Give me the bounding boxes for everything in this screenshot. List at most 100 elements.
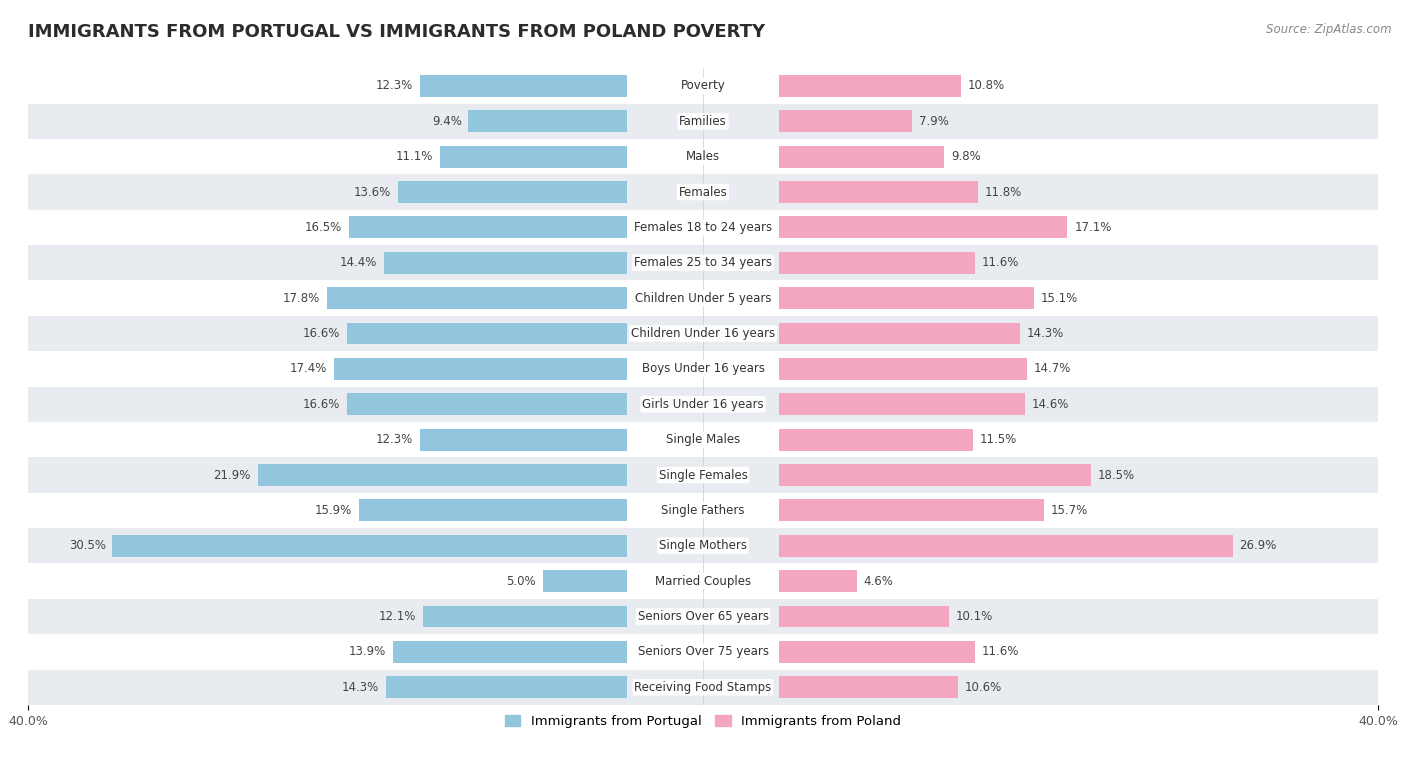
Bar: [28, 528, 1378, 563]
Bar: [28, 104, 1378, 139]
Bar: [419, 429, 627, 450]
Text: Married Couples: Married Couples: [655, 575, 751, 587]
Bar: [28, 68, 1378, 104]
Bar: [28, 634, 1378, 669]
Bar: [440, 146, 627, 168]
Bar: [779, 676, 957, 698]
Bar: [779, 570, 856, 592]
Text: 14.6%: 14.6%: [1032, 398, 1070, 411]
Bar: [468, 111, 627, 132]
Text: Single Fathers: Single Fathers: [661, 504, 745, 517]
Bar: [779, 464, 1091, 486]
Bar: [28, 351, 1378, 387]
Bar: [779, 393, 1025, 415]
Text: Females 18 to 24 years: Females 18 to 24 years: [634, 221, 772, 234]
Text: 11.1%: 11.1%: [395, 150, 433, 163]
Bar: [779, 252, 974, 274]
Text: Children Under 16 years: Children Under 16 years: [631, 327, 775, 340]
Text: Source: ZipAtlas.com: Source: ZipAtlas.com: [1267, 23, 1392, 36]
Text: 4.6%: 4.6%: [863, 575, 893, 587]
Text: Single Mothers: Single Mothers: [659, 539, 747, 553]
Text: Receiving Food Stamps: Receiving Food Stamps: [634, 681, 772, 694]
Text: 26.9%: 26.9%: [1240, 539, 1277, 553]
Bar: [28, 174, 1378, 210]
Bar: [779, 111, 912, 132]
Bar: [779, 641, 974, 662]
Text: Females 25 to 34 years: Females 25 to 34 years: [634, 256, 772, 269]
Text: 15.9%: 15.9%: [315, 504, 352, 517]
Text: IMMIGRANTS FROM PORTUGAL VS IMMIGRANTS FROM POLAND POVERTY: IMMIGRANTS FROM PORTUGAL VS IMMIGRANTS F…: [28, 23, 765, 41]
Text: 11.8%: 11.8%: [984, 186, 1022, 199]
Bar: [779, 500, 1043, 522]
Bar: [543, 570, 627, 592]
Text: Single Males: Single Males: [666, 433, 740, 446]
Bar: [779, 287, 1033, 309]
Text: 10.1%: 10.1%: [956, 610, 993, 623]
Bar: [779, 429, 973, 450]
Text: 16.5%: 16.5%: [305, 221, 342, 234]
Text: 13.6%: 13.6%: [354, 186, 391, 199]
Bar: [423, 606, 627, 628]
Bar: [385, 676, 627, 698]
Bar: [779, 75, 962, 97]
Bar: [28, 139, 1378, 174]
Bar: [28, 280, 1378, 316]
Text: 16.6%: 16.6%: [302, 398, 340, 411]
Text: 12.1%: 12.1%: [378, 610, 416, 623]
Text: 11.5%: 11.5%: [980, 433, 1017, 446]
Text: 15.1%: 15.1%: [1040, 292, 1077, 305]
Bar: [347, 393, 627, 415]
Text: 5.0%: 5.0%: [506, 575, 536, 587]
Text: 14.7%: 14.7%: [1033, 362, 1071, 375]
Bar: [28, 245, 1378, 280]
Text: 17.1%: 17.1%: [1074, 221, 1112, 234]
Text: 13.9%: 13.9%: [349, 645, 385, 659]
Bar: [779, 606, 949, 628]
Bar: [359, 500, 627, 522]
Bar: [28, 422, 1378, 457]
Text: 9.8%: 9.8%: [950, 150, 981, 163]
Bar: [28, 563, 1378, 599]
Text: 14.4%: 14.4%: [340, 256, 377, 269]
Bar: [392, 641, 627, 662]
Bar: [349, 217, 627, 238]
Text: Boys Under 16 years: Boys Under 16 years: [641, 362, 765, 375]
Text: 15.7%: 15.7%: [1050, 504, 1088, 517]
Bar: [779, 146, 945, 168]
Bar: [28, 669, 1378, 705]
Bar: [384, 252, 627, 274]
Text: Girls Under 16 years: Girls Under 16 years: [643, 398, 763, 411]
Text: 10.8%: 10.8%: [967, 80, 1005, 92]
Bar: [28, 599, 1378, 634]
Bar: [257, 464, 627, 486]
Bar: [112, 535, 627, 556]
Bar: [28, 457, 1378, 493]
Bar: [419, 75, 627, 97]
Bar: [326, 287, 627, 309]
Text: 17.8%: 17.8%: [283, 292, 321, 305]
Text: 30.5%: 30.5%: [69, 539, 105, 553]
Text: 10.6%: 10.6%: [965, 681, 1001, 694]
Text: Single Females: Single Females: [658, 468, 748, 481]
Text: Children Under 5 years: Children Under 5 years: [634, 292, 772, 305]
Text: Females: Females: [679, 186, 727, 199]
Bar: [779, 535, 1233, 556]
Text: 12.3%: 12.3%: [375, 433, 413, 446]
Bar: [779, 323, 1021, 344]
Text: 7.9%: 7.9%: [920, 114, 949, 128]
Bar: [28, 210, 1378, 245]
Bar: [28, 316, 1378, 351]
Bar: [398, 181, 627, 203]
Text: Seniors Over 75 years: Seniors Over 75 years: [637, 645, 769, 659]
Bar: [333, 358, 627, 380]
Bar: [347, 323, 627, 344]
Bar: [28, 493, 1378, 528]
Text: 14.3%: 14.3%: [1026, 327, 1064, 340]
Text: 18.5%: 18.5%: [1098, 468, 1135, 481]
Bar: [28, 387, 1378, 422]
Bar: [779, 358, 1026, 380]
Text: Poverty: Poverty: [681, 80, 725, 92]
Bar: [779, 217, 1067, 238]
Text: Males: Males: [686, 150, 720, 163]
Legend: Immigrants from Portugal, Immigrants from Poland: Immigrants from Portugal, Immigrants fro…: [499, 709, 907, 733]
